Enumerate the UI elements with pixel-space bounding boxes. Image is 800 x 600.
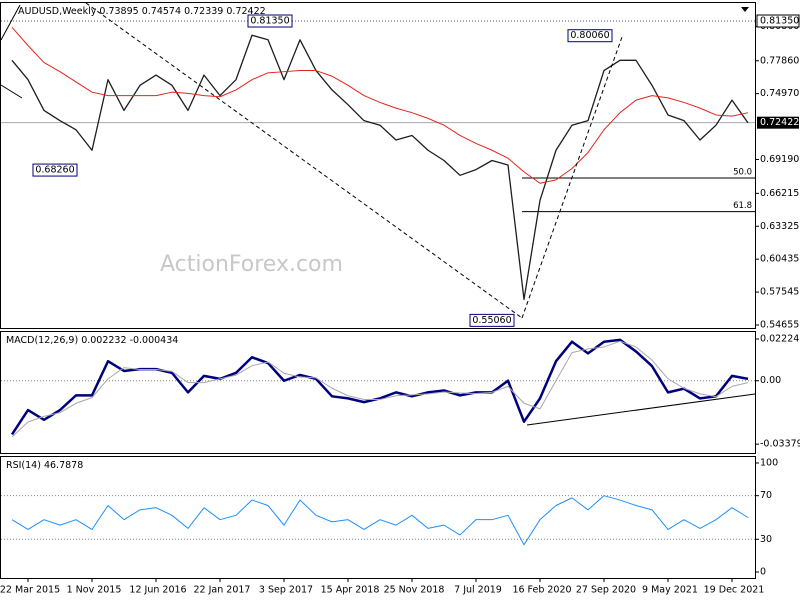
series-line <box>11 26 749 184</box>
trendline <box>526 393 756 426</box>
watermark: ActionForex.com <box>160 252 343 277</box>
y-tick-label: 0.77860 <box>760 55 799 66</box>
x-tick-label: 15 Apr 2018 <box>321 585 380 596</box>
x-tick-label: 1 Nov 2015 <box>67 585 122 596</box>
y-tick-label: 0.54655 <box>760 319 799 330</box>
ohlc-value: 0.73895 <box>99 6 138 17</box>
fib-label: 50.0 <box>733 168 752 178</box>
annotation-box <box>247 14 293 28</box>
x-tick-label: 7 Jul 2019 <box>454 585 502 596</box>
trendline <box>0 84 23 99</box>
panel-header: MACD(12,26,9) 0.002232 -0.000434 <box>6 335 178 346</box>
x-tick-label: 27 Sep 2020 <box>576 585 636 596</box>
y-tick-label: 0.00 <box>760 375 781 386</box>
annotation-box <box>567 29 613 43</box>
annotation-label: 0.68260 <box>35 165 74 176</box>
trendline <box>85 2 523 319</box>
y-tick-label: 0.022241 <box>760 333 800 344</box>
y-tick-label: 0.57545 <box>760 287 799 298</box>
x-tick-label: 22 Mar 2015 <box>0 585 60 596</box>
last-price-box <box>757 116 799 129</box>
axis-marker-label: 0.81350 <box>760 16 799 27</box>
annotation-box <box>32 163 78 177</box>
indicator-value: 46.7878 <box>44 460 83 471</box>
macd-frame <box>0 331 756 454</box>
price-frame <box>0 2 756 329</box>
axis-marker-box <box>756 14 800 28</box>
series-line <box>11 495 749 546</box>
rsi-frame <box>0 456 756 579</box>
y-tick-label: 30 <box>760 534 772 545</box>
plot-layer: AUDUSD,Weekly 0.73895 0.74574 0.72339 0.… <box>0 6 800 596</box>
series-line <box>11 34 749 301</box>
y-tick-label: 0.60435 <box>760 254 799 265</box>
scroll-marker <box>741 7 749 12</box>
x-tick-label: 12 Jun 2016 <box>129 585 186 596</box>
ohlc-value: 0.72422 <box>226 6 265 17</box>
y-tick-label: 0.69190 <box>760 154 799 165</box>
x-tick-label: 19 Dec 2021 <box>704 585 765 596</box>
x-tick-label: 16 Feb 2020 <box>512 585 571 596</box>
x-tick-label: 9 May 2021 <box>642 585 698 596</box>
indicator-title: MACD(12,26,9) <box>6 335 78 346</box>
indicator-title: AUDUSD,Weekly <box>18 6 97 17</box>
y-tick-label: 0 <box>760 567 766 578</box>
indicator-value: -0.000434 <box>130 335 179 346</box>
trendline <box>521 36 623 319</box>
x-tick-label: 3 Sep 2017 <box>259 585 313 596</box>
indicator-title: RSI(14) <box>6 460 41 471</box>
y-tick-label: 0.66215 <box>760 188 799 199</box>
annotation-label: 0.81350 <box>250 16 289 27</box>
fib-label: 61.8 <box>733 201 752 211</box>
x-tick-label: 25 Nov 2018 <box>384 585 445 596</box>
x-tick-label: 22 Jan 2017 <box>194 585 251 596</box>
y-tick-label: 70 <box>760 490 772 501</box>
panel-header: RSI(14) 46.7878 <box>6 460 83 471</box>
series-line <box>11 340 749 438</box>
y-tick-label: 100 <box>760 457 778 468</box>
annotation-label: 0.80060 <box>570 30 609 41</box>
last-price-label: 0.72422 <box>760 117 799 128</box>
y-tick-label: 0.74970 <box>760 88 799 99</box>
y-tick-label: 0.63325 <box>760 221 799 232</box>
trendlines <box>0 2 756 426</box>
panel-header: AUDUSD,Weekly 0.73895 0.74574 0.72339 0.… <box>18 6 266 17</box>
trendline <box>0 4 21 41</box>
annotation-box <box>469 313 515 327</box>
ohlc-value: 0.74574 <box>142 6 181 17</box>
ohlc-value: 0.72339 <box>184 6 223 17</box>
indicator-value: 0.002232 <box>81 335 126 346</box>
y-tick-label: -0.033799 <box>760 439 800 450</box>
panel-frames <box>0 2 756 579</box>
annotation-label: 0.55060 <box>472 315 511 326</box>
